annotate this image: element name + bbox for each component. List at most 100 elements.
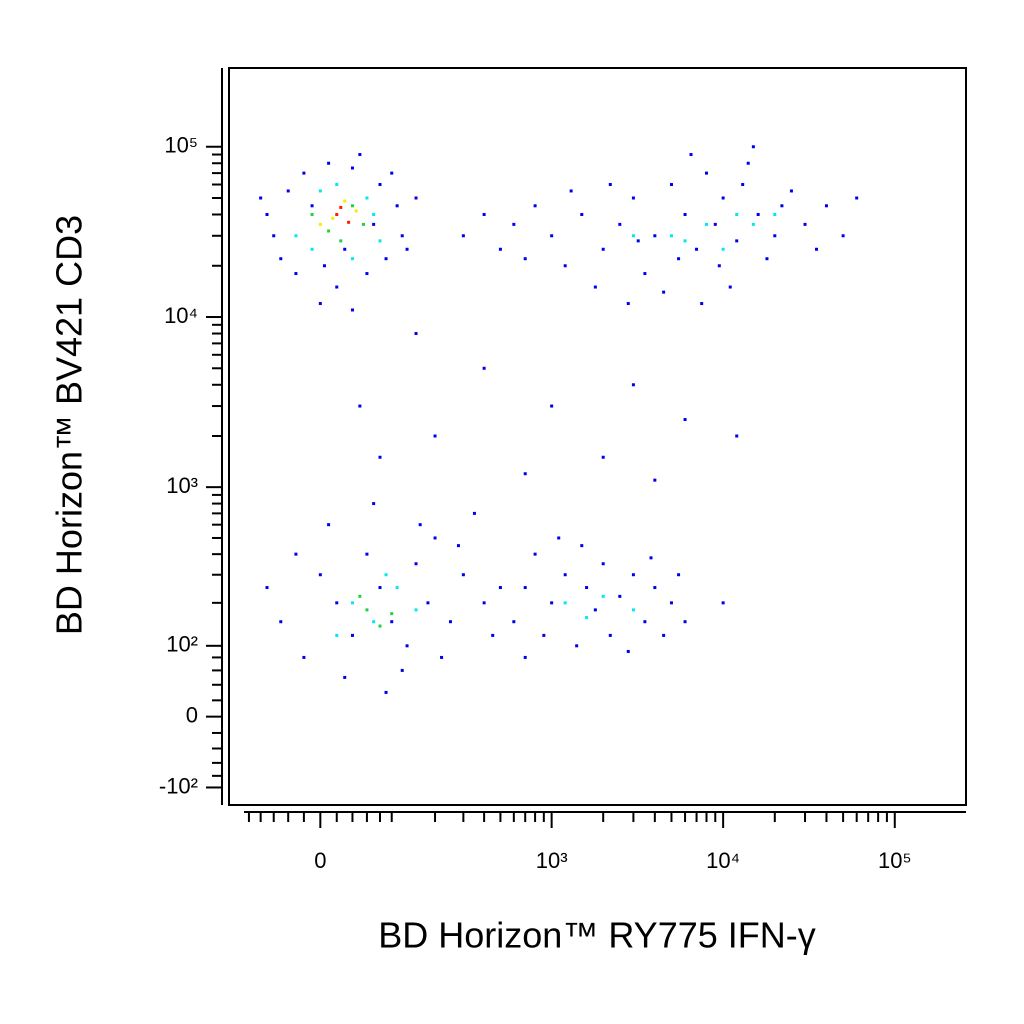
point	[626, 649, 630, 653]
point	[378, 239, 382, 243]
point	[414, 608, 418, 612]
point	[631, 196, 635, 200]
point	[350, 204, 354, 208]
point	[662, 633, 666, 637]
point	[741, 183, 745, 187]
point	[695, 247, 699, 251]
x-tick-label: 10³	[536, 848, 568, 873]
point	[523, 472, 527, 476]
point	[433, 536, 437, 540]
point	[358, 404, 362, 408]
point	[705, 222, 709, 226]
point	[841, 234, 845, 238]
point	[608, 633, 612, 637]
point	[523, 655, 527, 659]
point	[700, 302, 704, 306]
point	[717, 264, 721, 268]
point	[482, 366, 486, 370]
point	[512, 222, 516, 226]
point	[815, 247, 819, 251]
point	[563, 264, 567, 268]
point	[350, 633, 354, 637]
point	[327, 229, 331, 233]
point	[735, 434, 739, 438]
point	[378, 624, 382, 628]
point	[390, 612, 394, 616]
point	[631, 573, 635, 577]
point	[751, 145, 755, 149]
point	[310, 247, 314, 251]
point	[662, 290, 666, 294]
point	[395, 204, 399, 208]
point	[310, 213, 314, 217]
point	[390, 620, 394, 624]
point	[533, 204, 537, 208]
plot-points	[259, 145, 859, 694]
point	[414, 332, 418, 336]
point	[335, 183, 339, 187]
point	[339, 205, 343, 209]
point	[414, 196, 418, 200]
point	[384, 690, 388, 694]
point	[593, 285, 597, 289]
point	[593, 608, 597, 612]
point	[400, 668, 404, 672]
y-tick-label: 10⁵	[164, 133, 198, 158]
point	[384, 573, 388, 577]
point	[569, 189, 573, 193]
point	[418, 523, 422, 527]
point	[512, 620, 516, 624]
point	[580, 544, 584, 548]
point	[365, 196, 369, 200]
point	[265, 586, 269, 590]
point	[855, 196, 859, 200]
point	[631, 383, 635, 387]
point	[335, 285, 339, 289]
point	[472, 511, 476, 515]
point	[677, 573, 681, 577]
point	[735, 239, 739, 243]
point	[683, 213, 687, 217]
point	[294, 234, 298, 238]
point	[414, 562, 418, 566]
point	[318, 302, 322, 306]
point	[608, 183, 612, 187]
point	[601, 594, 605, 598]
point	[631, 608, 635, 612]
point	[318, 189, 322, 193]
point	[335, 633, 339, 637]
point	[343, 675, 347, 679]
point	[557, 536, 561, 540]
y-tick-label: -10²	[159, 773, 198, 798]
x-axis-label: BD Horizon™ RY775 IFN-γ	[378, 915, 815, 956]
point	[343, 247, 347, 251]
point	[335, 213, 339, 217]
point	[601, 455, 605, 459]
point	[756, 213, 760, 217]
point	[456, 544, 460, 548]
point	[705, 171, 709, 175]
point	[294, 272, 298, 276]
point	[482, 213, 486, 217]
point	[550, 601, 554, 605]
point	[550, 234, 554, 238]
point	[433, 434, 437, 438]
point	[354, 209, 358, 213]
point	[649, 556, 653, 560]
point	[378, 455, 382, 459]
point	[580, 213, 584, 217]
x-tick-label: 10⁵	[878, 848, 912, 873]
point	[773, 213, 777, 217]
point	[335, 601, 339, 605]
point	[683, 239, 687, 243]
point	[384, 257, 388, 261]
point	[259, 196, 263, 200]
point	[780, 204, 784, 208]
point	[350, 257, 354, 261]
point	[542, 633, 546, 637]
point	[461, 234, 465, 238]
point	[643, 272, 647, 276]
point	[563, 573, 567, 577]
point	[618, 222, 622, 226]
